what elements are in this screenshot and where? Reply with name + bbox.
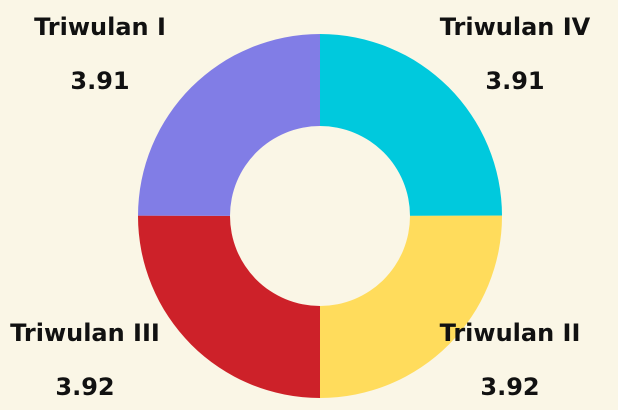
category-label: Triwulan II xyxy=(440,319,581,347)
donut-slice xyxy=(320,215,502,398)
category-label: Triwulan III xyxy=(10,319,160,347)
category-label: Triwulan I xyxy=(34,13,166,41)
value-label: 3.92 xyxy=(55,373,114,401)
donut-slice xyxy=(138,34,320,216)
value-label: 3.91 xyxy=(485,67,544,95)
donut-slice xyxy=(320,34,502,216)
donut-slice xyxy=(137,215,320,398)
category-label: Triwulan IV xyxy=(440,13,591,41)
value-label: 3.92 xyxy=(480,373,539,401)
value-label: 3.91 xyxy=(70,67,129,95)
